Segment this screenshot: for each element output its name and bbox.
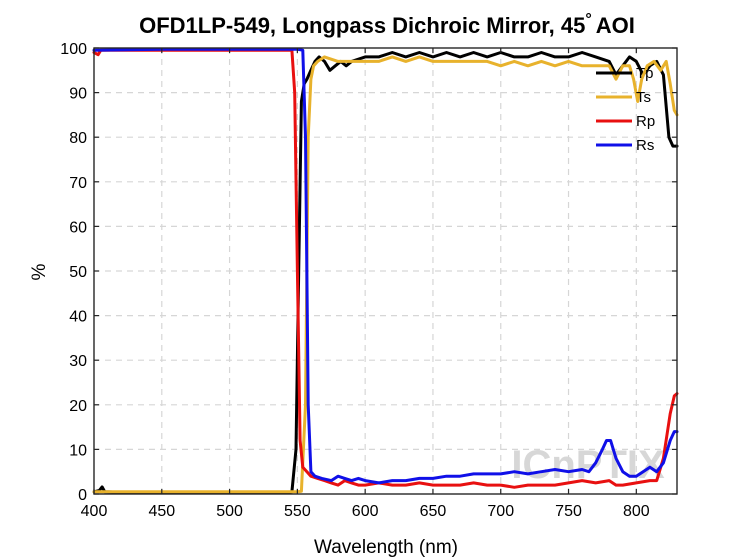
y-axis-label: % — [29, 263, 50, 280]
title-degree: ° — [585, 11, 591, 28]
series-line-rp — [92, 48, 679, 489]
x-tick-label: 400 — [81, 503, 108, 520]
legend-label-rp: Rp — [636, 113, 655, 130]
chart-title: OFD1LP-549, Longpass Dichroic Mirror, 45… — [139, 11, 635, 38]
x-tick-label: 450 — [148, 503, 175, 520]
x-tick-label: 600 — [352, 503, 379, 520]
x-tick-label: 750 — [555, 503, 582, 520]
y-tick-label: 70 — [69, 175, 87, 192]
x-tick-label: 700 — [487, 503, 514, 520]
title-suffix: AOI — [596, 13, 635, 38]
watermark-text: ICnPTIX — [511, 443, 665, 487]
y-tick-label: 40 — [69, 309, 87, 326]
legend-label-ts: Ts — [636, 89, 651, 106]
series-line-ts — [92, 55, 679, 494]
y-tick-label: 10 — [69, 442, 87, 459]
x-tick-label: 800 — [623, 503, 650, 520]
x-tick-label: 650 — [420, 503, 447, 520]
legend-label-tp: Tp — [636, 65, 654, 82]
y-tick-label: 90 — [69, 86, 87, 103]
x-tick-label: 550 — [284, 503, 311, 520]
y-tick-label: 60 — [69, 219, 87, 236]
y-tick-label: 30 — [69, 353, 87, 370]
x-axis-label: Wavelength (nm) — [314, 537, 458, 558]
series-line-rs — [92, 47, 679, 485]
y-tick-label: 0 — [78, 487, 87, 504]
y-tick-label: 50 — [69, 264, 87, 281]
y-tick-label: 20 — [69, 398, 87, 415]
y-tick-label: 100 — [60, 41, 87, 58]
y-tick-label: 80 — [69, 130, 87, 147]
legend-label-rs: Rs — [636, 137, 654, 154]
x-tick-label: 500 — [216, 503, 243, 520]
